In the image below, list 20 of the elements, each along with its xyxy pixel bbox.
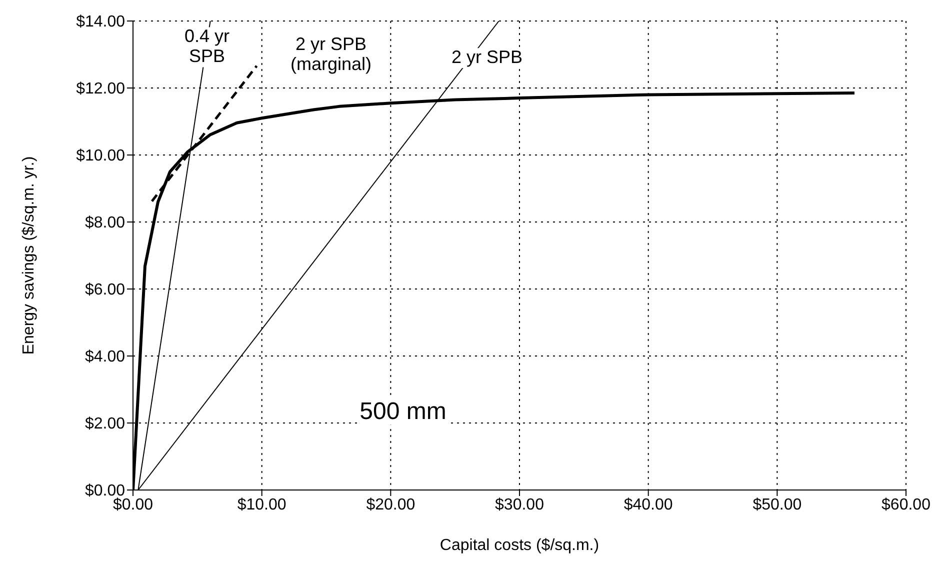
y-tick-label: $6.00 — [84, 282, 126, 299]
annotation: 2 yr SPB — [449, 47, 525, 68]
annotation: 0.4 yr SPB — [182, 26, 232, 67]
y-tick-label: $2.00 — [84, 416, 126, 433]
y-tick-label: $8.00 — [84, 214, 126, 232]
x-tick-label: $30.00 — [495, 496, 544, 514]
x-tick-label: $0.00 — [112, 496, 154, 514]
y-tick-label: $14.00 — [76, 14, 126, 31]
y-tick-label: $4.00 — [84, 348, 126, 366]
y-tick-label: $10.00 — [76, 148, 126, 165]
x-tick-label: $10.00 — [237, 496, 286, 514]
x-tick-label: $20.00 — [366, 496, 416, 514]
x-axis-title: Capital costs ($/sq.m.) — [440, 537, 600, 554]
x-tick-label: $40.00 — [624, 496, 673, 514]
x-tick-label: $60.00 — [882, 496, 931, 514]
annotation: 500 mm — [358, 398, 448, 426]
annotation: 2 yr SPB (marginal) — [288, 34, 374, 75]
x-tick-label: $50.00 — [752, 496, 802, 514]
y-axis-title: Energy savings ($/sq.m. yr.) — [20, 156, 38, 355]
y-tick-label: $12.00 — [76, 80, 126, 98]
